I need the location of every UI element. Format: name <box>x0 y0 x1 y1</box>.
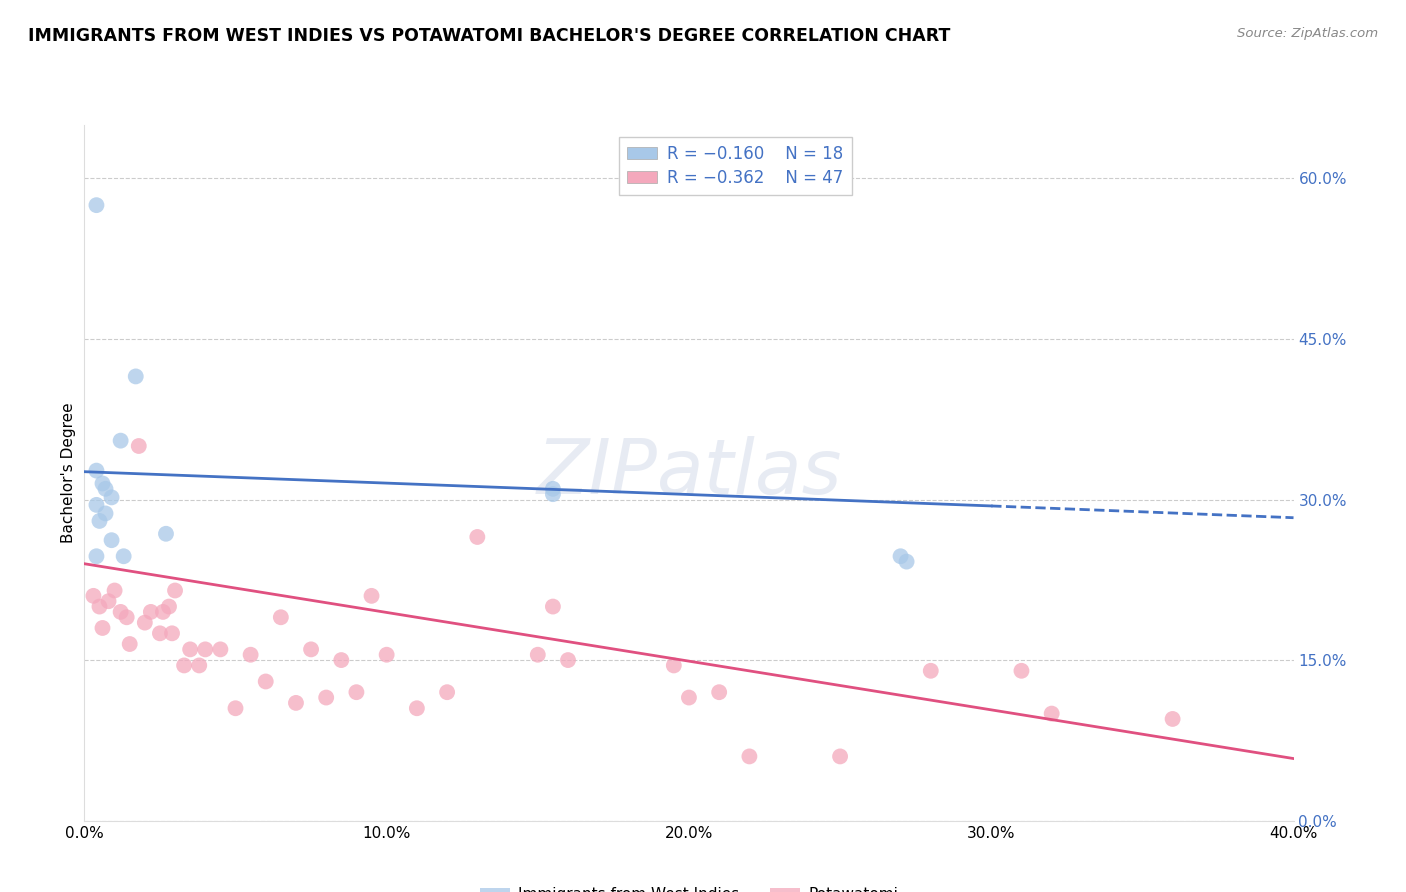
Point <box>541 599 564 614</box>
Point <box>830 749 852 764</box>
Point <box>920 664 942 678</box>
Point <box>299 642 322 657</box>
Point <box>662 658 685 673</box>
Point <box>104 583 127 598</box>
Point <box>165 583 187 598</box>
Point <box>86 549 108 564</box>
Point <box>890 549 912 564</box>
Point <box>86 498 108 512</box>
Point <box>91 476 114 491</box>
Point <box>270 610 292 624</box>
Point <box>94 507 117 521</box>
Text: IMMIGRANTS FROM WEST INDIES VS POTAWATOMI BACHELOR'S DEGREE CORRELATION CHART: IMMIGRANTS FROM WEST INDIES VS POTAWATOM… <box>28 27 950 45</box>
Point <box>315 690 337 705</box>
Point <box>125 369 148 384</box>
Point <box>225 701 247 715</box>
Point <box>738 749 761 764</box>
Point <box>360 589 382 603</box>
Point <box>100 533 122 548</box>
Point <box>375 648 398 662</box>
Point <box>541 482 564 496</box>
Point <box>115 610 138 624</box>
Y-axis label: Bachelor's Degree: Bachelor's Degree <box>60 402 76 543</box>
Point <box>118 637 141 651</box>
Point <box>91 621 114 635</box>
Point <box>157 599 180 614</box>
Point <box>152 605 174 619</box>
Point <box>188 658 211 673</box>
Point <box>678 690 700 705</box>
Point <box>557 653 579 667</box>
Point <box>330 653 353 667</box>
Point <box>97 594 120 608</box>
Point <box>1161 712 1184 726</box>
Text: Source: ZipAtlas.com: Source: ZipAtlas.com <box>1237 27 1378 40</box>
Point <box>406 701 429 715</box>
Point <box>1011 664 1033 678</box>
Point <box>527 648 550 662</box>
Point <box>100 491 122 505</box>
Point <box>110 605 132 619</box>
Point <box>155 526 177 541</box>
Point <box>285 696 308 710</box>
Point <box>239 648 262 662</box>
Point <box>436 685 458 699</box>
Point <box>173 658 195 673</box>
Point <box>467 530 489 544</box>
Point <box>1040 706 1063 721</box>
Point <box>86 198 108 212</box>
Point <box>179 642 201 657</box>
Point <box>209 642 232 657</box>
Point <box>112 549 135 564</box>
Point <box>110 434 132 448</box>
Point <box>89 514 111 528</box>
Point <box>896 555 918 569</box>
Point <box>254 674 277 689</box>
Point <box>149 626 172 640</box>
Point <box>541 487 564 501</box>
Point <box>709 685 731 699</box>
Point <box>94 482 117 496</box>
Point <box>194 642 217 657</box>
Point <box>82 589 104 603</box>
Point <box>86 464 108 478</box>
Point <box>139 605 162 619</box>
Point <box>89 599 111 614</box>
Point <box>346 685 368 699</box>
Text: ZIPatlas: ZIPatlas <box>536 436 842 509</box>
Point <box>134 615 156 630</box>
Legend: Immigrants from West Indies, Potawatomi: Immigrants from West Indies, Potawatomi <box>474 880 904 892</box>
Point <box>128 439 150 453</box>
Point <box>160 626 183 640</box>
